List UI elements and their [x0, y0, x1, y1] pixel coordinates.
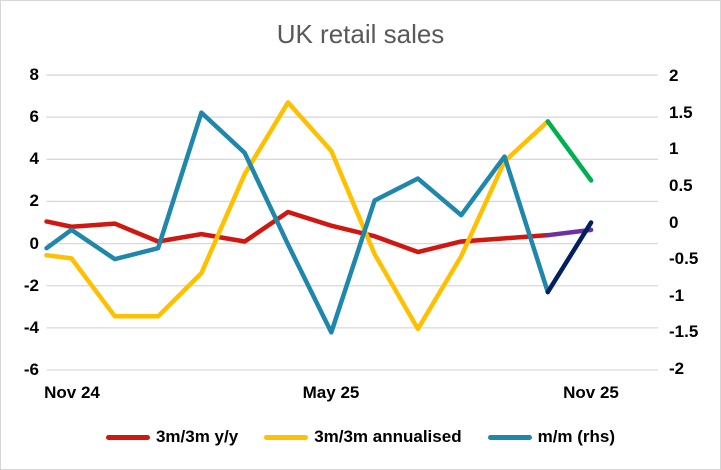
right-axis-tick-label: -1.5: [669, 322, 699, 342]
x-axis-label-nov24: Nov 24: [44, 383, 100, 402]
right-axis-tick-label: -1: [669, 285, 685, 305]
series-line-3m-3m-annualised: [44, 100, 551, 332]
legend: 3m/3m y/y 3m/3m annualised m/m (rhs): [1, 427, 720, 447]
left-axis-tick-label: -2: [23, 275, 39, 295]
series-final-segment-m-m-rhs-: [545, 220, 594, 295]
left-axis-tick-label: 6: [29, 107, 39, 127]
left-axis-tick-label: -6: [23, 360, 39, 380]
yellow-line-swatch: [264, 434, 309, 440]
right-axis-tick-label: -2: [669, 359, 685, 378]
blue-line-swatch: [487, 434, 532, 440]
right-axis-tick-label: 2: [669, 66, 679, 85]
x-axis-label-nov25: Nov 25: [563, 383, 619, 402]
right-axis-tick-label: 1.5: [669, 102, 693, 122]
right-axis-tick-label: 1: [669, 139, 679, 159]
x-axis-label-may25: May 25: [302, 383, 360, 402]
legend-label: 3m/3m annualised: [314, 427, 462, 446]
right-axis-tick-label: -0.5: [669, 249, 699, 269]
legend-label: 3m/3m y/y: [155, 427, 239, 446]
series-final-segment-3m-3m-annualised: [545, 119, 594, 183]
red-line-swatch: [105, 434, 150, 440]
series-line-m-m-rhs-: [44, 110, 551, 335]
left-axis-tick-label: 0: [29, 233, 39, 253]
legend-item-yellow: 3m/3m annualised: [264, 427, 462, 447]
left-axis-tick-label: -4: [23, 317, 39, 337]
legend-label: m/m (rhs): [537, 427, 616, 446]
right-axis-tick-label: 0.5: [669, 175, 693, 195]
legend-item-blue: m/m (rhs): [487, 427, 616, 447]
left-axis-tick-label: 4: [29, 149, 39, 169]
left-axis-tick-label: 2: [29, 191, 39, 211]
right-axis-tick-label: 0: [669, 212, 679, 232]
series-line-3m-3m-y-y: [44, 209, 551, 255]
legend-item-red: 3m/3m y/y: [105, 427, 239, 447]
left-axis-tick-label: 8: [29, 65, 39, 85]
chart-title: UK retail sales: [276, 19, 445, 49]
